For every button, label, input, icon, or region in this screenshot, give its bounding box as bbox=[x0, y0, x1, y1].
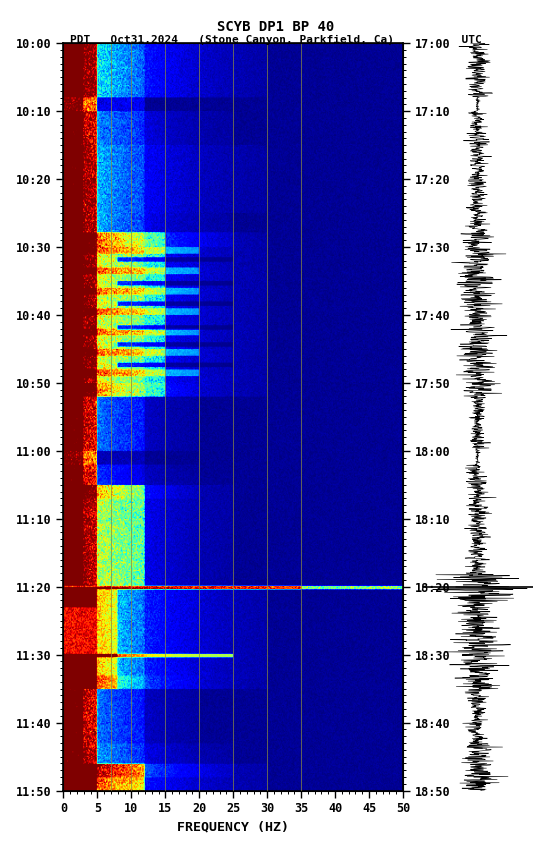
Text: PDT   Oct31,2024   (Stone Canyon, Parkfield, Ca)          UTC: PDT Oct31,2024 (Stone Canyon, Parkfield,… bbox=[70, 35, 482, 45]
X-axis label: FREQUENCY (HZ): FREQUENCY (HZ) bbox=[177, 821, 289, 834]
Text: SCYB DP1 BP 40: SCYB DP1 BP 40 bbox=[217, 20, 335, 34]
